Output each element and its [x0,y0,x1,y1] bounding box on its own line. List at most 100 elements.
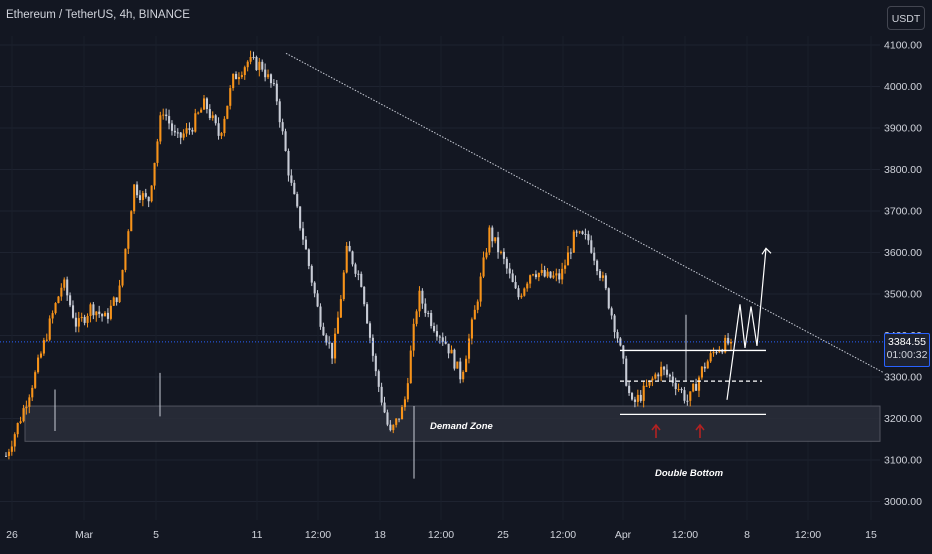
candle-body [336,317,340,334]
candle-body [307,249,310,266]
price-tick-label: 3600.00 [884,247,922,259]
candle-body [427,313,430,315]
candle-body [706,361,709,369]
candle-body [692,384,695,392]
candle-body [430,313,433,327]
candle-body [237,77,241,80]
projection-path [726,248,767,400]
candle-body [596,260,599,272]
candle-body [176,132,179,134]
candle-body [220,133,223,136]
candle-body [374,355,377,372]
candle-body [45,339,48,341]
candle-body [377,371,380,387]
candle-body [368,323,372,338]
candle-body [229,88,232,106]
candle-body [360,273,363,287]
candle-body [593,252,596,261]
candle-body [453,349,456,369]
candle-body [470,319,473,339]
price-tick-label: 3800.00 [884,164,922,176]
candle-body [299,206,302,229]
candle-body [663,366,666,370]
candle-body [625,358,628,386]
candle-body [433,326,436,332]
time-tick-label: 5 [153,529,159,541]
candle-body [575,231,578,233]
candle-body [179,132,182,138]
candle-body [13,434,16,447]
candle-body [258,61,261,70]
candle-body [10,446,13,452]
demand-zone-layer [24,405,881,442]
candle-body [526,283,529,289]
price-tick-label: 3500.00 [884,289,922,301]
candle-body [354,264,357,274]
candle-body [494,237,497,242]
time-tick-label: 25 [497,529,509,541]
candle-body [598,271,602,278]
candle-body [275,83,278,102]
candle-body [497,237,500,253]
candle-body [444,341,447,344]
candle-body [162,114,165,116]
candle-body [502,251,505,259]
candle-body [645,385,648,387]
candle-body [138,195,142,201]
price-tick-label: 3200.00 [884,413,922,425]
time-tick-label: 26 [6,529,18,541]
currency-button[interactable]: USDT [887,6,925,30]
candle-body [485,252,488,258]
candle-body [619,338,622,346]
price-tick-label: 4000.00 [884,81,922,93]
candle-body [290,175,293,183]
candle-body [304,239,307,250]
candle-body [168,116,171,124]
candle-body [103,312,107,317]
candle-body [718,350,721,353]
candle-body [25,406,28,409]
candle-body [441,337,444,342]
candle-body [249,56,252,62]
candle-body [695,384,698,391]
candle-body [628,385,631,394]
candle-body [109,305,112,319]
candle-body [403,399,406,408]
candle-body [590,240,593,253]
candle-body [118,285,121,303]
candle-body [112,297,115,306]
candle-body [200,109,203,113]
candle-body [366,304,369,324]
candle-body [301,228,305,240]
candle-body [141,193,144,201]
candle-body [572,231,575,253]
candle-body [235,73,238,80]
candle-body [325,335,328,343]
candle-body [339,299,342,318]
candle-body [217,123,220,136]
candle-body [69,295,72,306]
candle-body [543,269,546,277]
candle-body [511,273,514,283]
candle-body [351,251,354,265]
candle-body [532,274,535,276]
candle-body [357,273,360,275]
candle-body [284,131,287,151]
candle-body [243,67,246,76]
candle-body [639,394,642,401]
candle-body [22,408,25,422]
candle-body [727,337,730,344]
bottom-arrow-icon [651,423,661,438]
candle-body [63,279,66,288]
candle-body [604,275,607,289]
price-tick-label: 3000.00 [884,496,922,508]
candle-body [106,312,110,319]
candle-body [686,400,689,402]
candle-body [71,305,75,318]
candle-body [334,333,337,359]
candle-body [287,150,290,176]
candle-body [226,105,229,119]
time-tick-label: 12:00 [305,529,331,541]
